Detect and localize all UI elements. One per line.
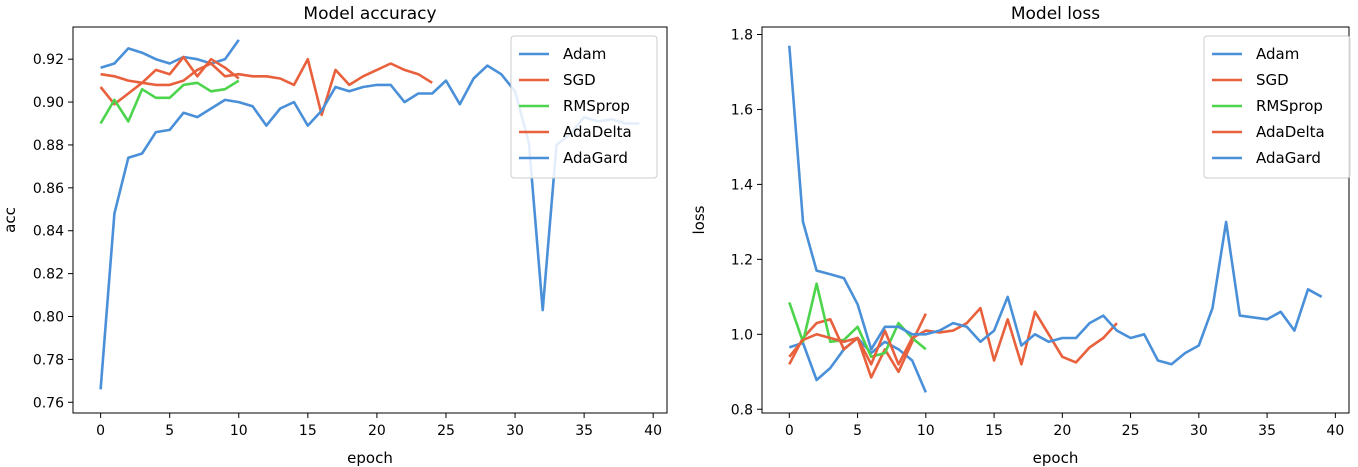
- series-line-adadelta: [788, 306, 1118, 366]
- x-tick-label: 5: [853, 423, 862, 439]
- x-tick-label: 40: [644, 423, 662, 439]
- chart-title: Model accuracy: [303, 4, 436, 24]
- x-axis-label: epoch: [347, 449, 393, 467]
- legend-entry: Adam: [1256, 45, 1299, 63]
- series-line-adagard: [99, 64, 640, 390]
- legend-entry: SGD: [563, 71, 596, 89]
- x-tick-label: 5: [165, 423, 174, 439]
- x-tick-label: 20: [1053, 423, 1071, 439]
- x-tick-label: 15: [299, 423, 317, 439]
- y-tick-label: 1.0: [731, 327, 753, 343]
- series-line-adam: [788, 336, 927, 393]
- y-tick-label: 0.92: [33, 52, 64, 68]
- legend-entry: RMSprop: [1256, 97, 1323, 115]
- accuracy-chart: 0 5 10 15 20 25 30 35 40 0.76 0.78 0.80 0.82 0.84 0.86…: [1, 4, 668, 467]
- series-line-sgd: [99, 55, 240, 106]
- y-tick-label: 0.78: [33, 352, 64, 368]
- y-tick-label: 1.8: [731, 27, 753, 43]
- x-tick-label: 0: [785, 423, 794, 439]
- loss-chart: 0 5 10 15 20 25 30 35 40 0.8 1.0 1.2 1.4 1.6 1.8 Model …: [690, 4, 1351, 467]
- y-tick-label: 0.8: [731, 402, 753, 418]
- legend-entry: SGD: [1256, 71, 1289, 89]
- x-tick-label: 10: [917, 423, 935, 439]
- x-axis-label: epoch: [1033, 449, 1079, 467]
- y-tick-label: 0.86: [33, 181, 64, 197]
- y-axis-label: acc: [1, 207, 19, 233]
- x-tick-label: 10: [230, 423, 248, 439]
- series-line-rmsprop: [788, 282, 927, 359]
- series-line-adadelta: [100, 57, 433, 117]
- x-tick-label: 0: [96, 423, 105, 439]
- x-tick-label: 35: [575, 423, 593, 439]
- legend-entry: Adam: [563, 45, 606, 63]
- x-tick-label: 35: [1258, 423, 1276, 439]
- legend-box: [510, 35, 658, 179]
- legend: Adam SGD RMSprop AdaDelta AdaGard: [510, 35, 658, 179]
- y-tick-label: 0.84: [33, 224, 64, 240]
- x-tick-label: 20: [368, 423, 386, 439]
- y-tick-label: 1.6: [731, 102, 753, 118]
- plot-frame: [761, 26, 1350, 414]
- legend-box: [1203, 35, 1351, 179]
- x-tick-label: 15: [985, 423, 1003, 439]
- y-tick-label: 1.2: [731, 252, 753, 268]
- legend-entry: AdaDelta: [563, 123, 632, 141]
- x-tick-label: 25: [1122, 423, 1140, 439]
- y-tick-label: 0.76: [33, 395, 64, 411]
- y-tick-label: 0.88: [33, 138, 64, 154]
- legend-entry: AdaGard: [1256, 149, 1321, 167]
- y-tick-label: 0.80: [33, 310, 64, 326]
- x-tick-label: 30: [506, 423, 524, 439]
- y-tick-label: 1.4: [731, 177, 753, 193]
- legend-entry: AdaGard: [563, 149, 628, 167]
- legend-entry: RMSprop: [563, 97, 630, 115]
- x-tick-label: 25: [437, 423, 455, 439]
- x-tick-label: 30: [1190, 423, 1208, 439]
- legend: Adam SGD RMSprop AdaDelta AdaGard: [1203, 35, 1351, 179]
- series-line-adagard: [788, 45, 1323, 366]
- plot-frame: [72, 26, 668, 414]
- series-line-rmsprop: [99, 79, 240, 125]
- legend-entry: AdaDelta: [1256, 123, 1325, 141]
- chart-title: Model loss: [1011, 4, 1100, 24]
- y-tick-label: 0.90: [33, 95, 64, 111]
- x-tick-label: 40: [1326, 423, 1344, 439]
- series-line-sgd: [788, 313, 927, 379]
- y-tick-label: 0.82: [33, 267, 64, 283]
- y-axis-label: loss: [690, 205, 708, 234]
